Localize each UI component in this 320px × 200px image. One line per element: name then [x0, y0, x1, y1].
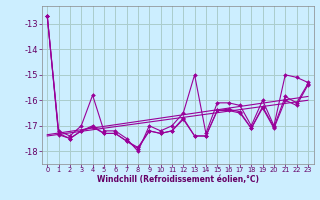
X-axis label: Windchill (Refroidissement éolien,°C): Windchill (Refroidissement éolien,°C) [97, 175, 259, 184]
